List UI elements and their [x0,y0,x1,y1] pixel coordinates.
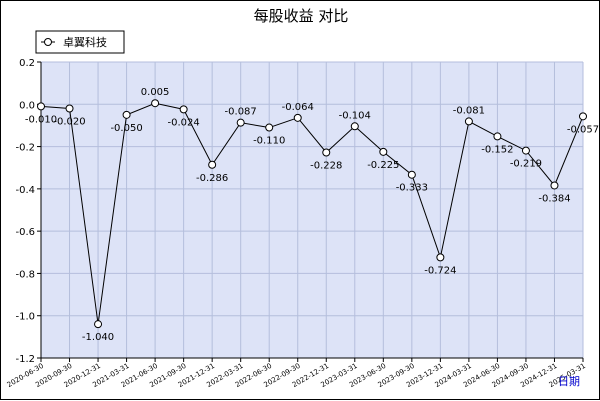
y-tick-label: -0.8 [15,269,35,280]
data-point [407,170,416,179]
y-tick-label: -0.6 [15,227,35,238]
data-point [579,112,587,121]
data-label: -0.286 [196,173,228,184]
data-point [379,147,388,156]
data-point [265,123,274,132]
data-label: -0.050 [110,123,142,134]
data-point [521,146,530,155]
legend-box [35,30,125,54]
series-line [40,102,584,325]
data-label: -0.724 [424,265,456,276]
y-tick-label: -1.0 [15,312,35,323]
legend-marker-icon [44,38,52,46]
data-point [65,104,74,113]
data-point [122,110,131,119]
data-label: -0.228 [310,160,342,171]
y-tick-label: 0.0 [19,100,35,111]
chart-title: 每股收益 对比 [254,7,349,25]
data-point [293,113,302,122]
data-point [322,148,331,157]
data-label: -0.384 [538,193,570,204]
data-label: -0.057 [567,124,599,135]
data-label: -0.152 [481,144,513,155]
data-point [179,105,188,114]
plot-area [41,62,583,358]
data-label: -0.333 [396,183,428,194]
data-label: -0.104 [339,110,371,121]
data-point [37,102,45,111]
data-point [550,181,559,190]
data-label: -0.020 [53,117,85,128]
data-label: -0.087 [225,107,257,118]
legend: 卓翼科技 [35,30,125,54]
data-label: -0.081 [453,105,485,116]
data-point [151,99,160,108]
data-label: 0.005 [141,87,170,98]
data-point [208,160,217,169]
y-tick-label: -0.4 [15,185,35,196]
data-point [464,117,473,126]
data-point [350,122,359,131]
data-label: -0.219 [510,159,542,170]
data-label: -0.225 [367,160,399,171]
data-point [493,132,502,141]
data-point [236,118,245,127]
data-point [94,320,103,329]
data-label: -0.064 [282,102,314,113]
data-label: -0.010 [25,114,57,125]
x-axis-label: 日期 [558,375,580,388]
y-tick-label: -1.2 [15,354,35,365]
y-tick-label: -0.2 [15,143,35,154]
data-label: -0.024 [168,117,200,128]
data-point [436,253,445,262]
data-label: -0.110 [253,136,285,147]
legend-label: 卓翼科技 [63,35,107,49]
data-label: -1.040 [82,332,114,343]
y-tick-label: 0.2 [19,58,35,69]
